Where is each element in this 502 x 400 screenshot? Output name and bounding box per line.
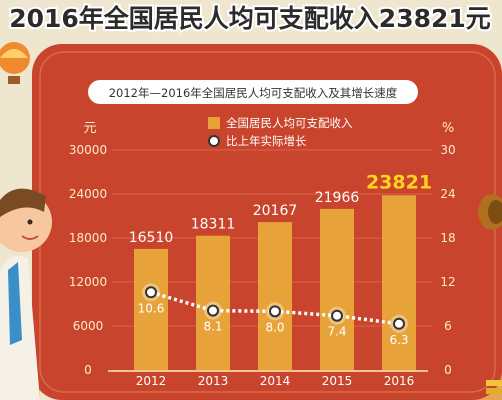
growth-point [269,305,281,318]
growth-line: 10.6 8.1 8.0 7.4 6.3 [138,283,409,347]
y-right-tick-label: 30 [440,143,455,157]
x-tick-label: 2013 [198,374,229,388]
y-right-tick-label: 6 [444,319,452,333]
headline: 2016年全国居民人均可支配收入23821元 [9,4,491,33]
legend: 全国居民人均可支配收入 比上年实际增长 [208,116,353,148]
y-right-tick-label: 0 [444,363,452,377]
y-right-tick-label: 18 [440,231,455,245]
legend-label-income: 全国居民人均可支配收入 [226,116,353,130]
bar-value-label: 18311 [191,217,236,233]
bar-2012 [134,248,168,370]
bar-2014 [258,222,292,370]
bar-value-label: 21966 [315,190,360,206]
y-right-tick-label: 12 [440,275,455,289]
bars: 16510 18311 20167 21966 23821 [129,171,432,370]
bar-2015 [320,208,354,370]
y-left-tick-label: 24000 [69,187,107,201]
x-tick-label: 2015 [322,374,353,388]
legend-swatch-income [208,117,220,129]
growth-point [145,286,157,299]
y-left-unit: 元 [83,121,96,136]
bar-value-label: 16510 [129,230,174,246]
x-tick-label: 2012 [136,374,167,388]
y-left-tick-label: 0 [84,363,92,377]
growth-value-label: 6.3 [389,333,408,347]
axis-ticks: 0 6000 12000 18000 24000 30000 0 6 12 18 24 30 2012 2… [69,143,456,388]
growth-point [207,304,219,317]
x-axis-band [108,370,428,372]
growth-point [393,317,405,330]
bar-2013 [196,235,230,370]
y-left-tick-label: 6000 [73,319,104,333]
chart-title: 2012年—2016年全国居民人均可支配收入及其增长速度 [109,86,398,100]
growth-value-label: 10.6 [138,301,165,315]
growth-point [331,309,343,322]
y-left-tick-label: 30000 [69,143,107,157]
y-right-unit: % [442,121,454,136]
x-tick-label: 2014 [260,374,291,388]
chart-title-bar [88,80,418,104]
coin-decoration [478,194,502,394]
legend-swatch-growth [208,135,220,147]
bar-value-label: 23821 [366,171,432,193]
x-tick-label: 2016 [384,374,415,388]
person-illustration [0,188,52,400]
balloon-decoration [0,42,30,84]
bar-value-label: 20167 [253,203,298,219]
legend-label-growth: 比上年实际增长 [226,134,307,148]
y-left-tick-label: 12000 [69,275,107,289]
growth-value-label: 8.0 [265,320,284,334]
bar-2016 [382,195,416,370]
growth-value-label: 8.1 [203,320,222,334]
growth-value-label: 7.4 [327,325,346,339]
y-left-tick-label: 18000 [69,231,107,245]
y-right-tick-label: 24 [440,187,455,201]
